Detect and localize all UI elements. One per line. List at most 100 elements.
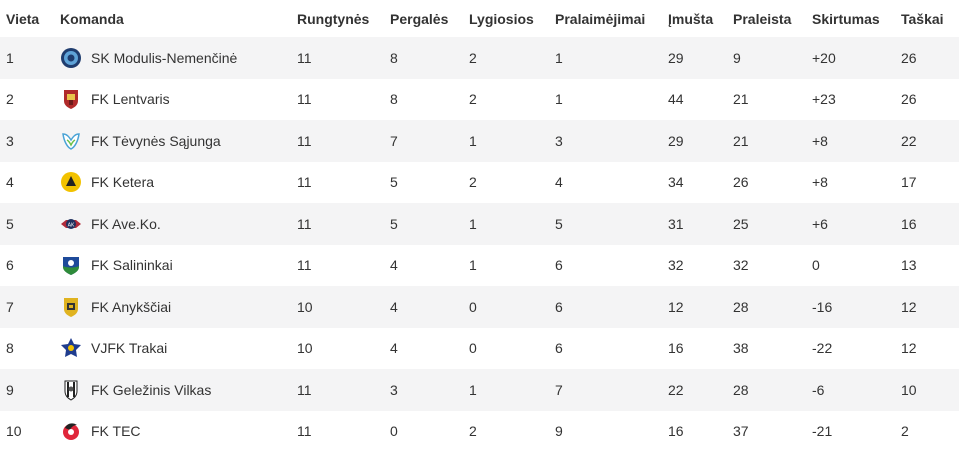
cell-place: 6 [0, 245, 60, 287]
team-cell-content: FK Tėvynės Sąjunga [60, 130, 297, 152]
cell-conceded: 25 [733, 203, 812, 245]
cell-diff: +8 [812, 162, 901, 204]
ketera-logo-icon [60, 171, 82, 193]
cell-losses: 1 [555, 79, 668, 121]
cell-conceded: 28 [733, 286, 812, 328]
col-header-played[interactable]: Rungtynės [297, 0, 390, 37]
cell-conceded: 38 [733, 328, 812, 370]
col-header-diff[interactable]: Skirtumas [812, 0, 901, 37]
cell-place: 5 [0, 203, 60, 245]
cell-place: 8 [0, 328, 60, 370]
col-header-team[interactable]: Komanda [60, 0, 297, 37]
team-name[interactable]: VJFK Trakai [91, 340, 167, 356]
cell-place: 9 [0, 369, 60, 411]
team-cell: AK FK Ave.Ko. [60, 203, 297, 245]
cell-scored: 34 [668, 162, 733, 204]
team-cell-content: FK Lentvaris [60, 88, 297, 110]
team-name[interactable]: FK Geležinis Vilkas [91, 382, 211, 398]
cell-points: 10 [901, 369, 959, 411]
cell-place: 1 [0, 37, 60, 79]
cell-place: 7 [0, 286, 60, 328]
cell-draws: 1 [469, 245, 555, 287]
cell-conceded: 21 [733, 79, 812, 121]
team-cell-content: VJFK Trakai [60, 337, 297, 359]
cell-played: 10 [297, 328, 390, 370]
team-name[interactable]: FK Ketera [91, 174, 154, 190]
col-header-losses[interactable]: Pralaimėjimai [555, 0, 668, 37]
cell-conceded: 32 [733, 245, 812, 287]
cell-wins: 4 [390, 328, 469, 370]
team-cell-content: AK FK Ave.Ko. [60, 213, 297, 235]
col-header-wins[interactable]: Pergalės [390, 0, 469, 37]
cell-place: 10 [0, 411, 60, 452]
cell-losses: 4 [555, 162, 668, 204]
cell-draws: 1 [469, 120, 555, 162]
cell-place: 4 [0, 162, 60, 204]
cell-conceded: 37 [733, 411, 812, 452]
cell-draws: 2 [469, 411, 555, 452]
cell-draws: 2 [469, 162, 555, 204]
team-cell: FK Salininkai [60, 245, 297, 287]
col-header-points[interactable]: Taškai [901, 0, 959, 37]
team-cell-content: FK Ketera [60, 171, 297, 193]
col-header-place[interactable]: Vieta [0, 0, 60, 37]
cell-draws: 0 [469, 328, 555, 370]
cell-diff: -16 [812, 286, 901, 328]
team-name[interactable]: SK Modulis-Nemenčinė [91, 50, 237, 66]
col-header-scored[interactable]: Įmušta [668, 0, 733, 37]
gelezinis-vilkas-logo-icon [60, 379, 82, 401]
cell-diff: +23 [812, 79, 901, 121]
cell-diff: -21 [812, 411, 901, 452]
team-name[interactable]: FK Anykščiai [91, 299, 171, 315]
cell-played: 11 [297, 37, 390, 79]
cell-points: 26 [901, 37, 959, 79]
cell-scored: 32 [668, 245, 733, 287]
cell-diff: +6 [812, 203, 901, 245]
team-name[interactable]: FK Ave.Ko. [91, 216, 161, 232]
cell-played: 11 [297, 369, 390, 411]
team-cell: FK Ketera [60, 162, 297, 204]
svg-text:AK: AK [68, 222, 75, 228]
cell-points: 13 [901, 245, 959, 287]
col-header-draws[interactable]: Lygiosios [469, 0, 555, 37]
team-cell: FK Tėvynės Sąjunga [60, 120, 297, 162]
cell-conceded: 9 [733, 37, 812, 79]
team-cell: FK Anykščiai [60, 286, 297, 328]
cell-scored: 29 [668, 120, 733, 162]
team-name[interactable]: FK Salininkai [91, 257, 173, 273]
team-name[interactable]: FK Tėvynės Sąjunga [91, 133, 221, 149]
cell-wins: 8 [390, 79, 469, 121]
team-cell: FK Geležinis Vilkas [60, 369, 297, 411]
cell-diff: +8 [812, 120, 901, 162]
lentvaris-logo-icon [60, 88, 82, 110]
col-header-conceded[interactable]: Praleista [733, 0, 812, 37]
cell-played: 11 [297, 79, 390, 121]
team-cell-content: SK Modulis-Nemenčinė [60, 47, 297, 69]
cell-points: 17 [901, 162, 959, 204]
cell-draws: 1 [469, 369, 555, 411]
cell-played: 10 [297, 286, 390, 328]
team-cell: FK Lentvaris [60, 79, 297, 121]
team-cell-content: FK Salininkai [60, 254, 297, 276]
team-name[interactable]: FK TEC [91, 423, 141, 439]
cell-wins: 4 [390, 286, 469, 328]
cell-played: 11 [297, 162, 390, 204]
cell-scored: 44 [668, 79, 733, 121]
team-cell: FK TEC [60, 411, 297, 452]
team-name[interactable]: FK Lentvaris [91, 91, 170, 107]
cell-scored: 12 [668, 286, 733, 328]
cell-points: 22 [901, 120, 959, 162]
cell-wins: 8 [390, 37, 469, 79]
cell-losses: 6 [555, 286, 668, 328]
cell-losses: 6 [555, 328, 668, 370]
